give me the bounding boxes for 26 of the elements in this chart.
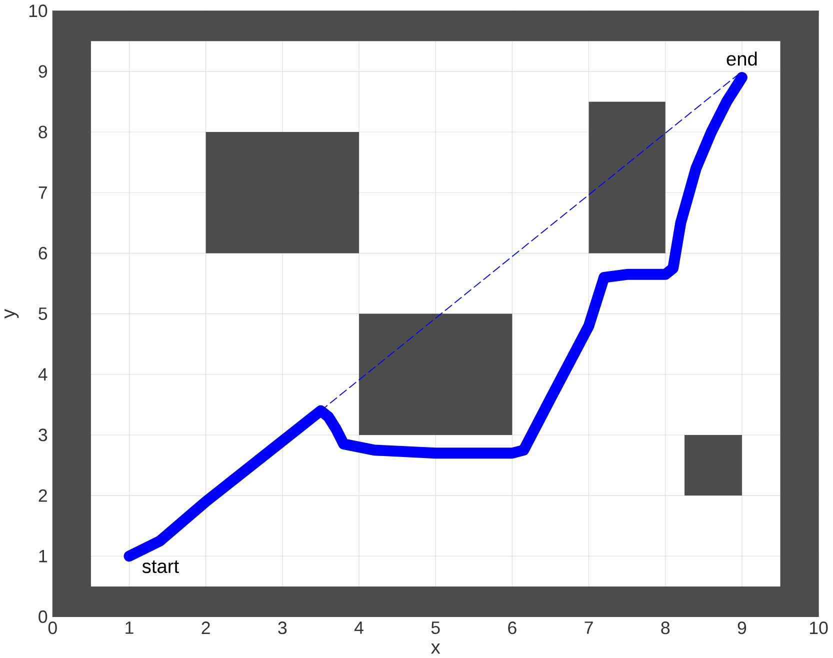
y-tick-label: 1 — [39, 550, 47, 562]
y-tick-label: 5 — [38, 307, 48, 320]
x-tick-label: 10 — [810, 621, 828, 634]
x-tick-label: 2 — [202, 621, 210, 634]
x-tick-label: 4 — [354, 621, 364, 634]
y-tick-label: 9 — [38, 65, 47, 78]
x-tick-label: 0 — [48, 621, 57, 634]
y-axis-title: y — [4, 308, 19, 318]
x-tick-label: 5 — [431, 621, 440, 634]
y-tick-label: 3 — [38, 428, 48, 442]
y-tick-label: 4 — [38, 368, 48, 380]
x-tick-label: 1 — [126, 621, 134, 634]
x-tick-label: 7 — [584, 621, 593, 634]
y-tick-label: 8 — [38, 126, 48, 138]
annotation: start — [142, 560, 179, 573]
x-axis-title: x — [431, 643, 440, 654]
y-tick-label: 6 — [38, 246, 48, 260]
x-tick-label: 6 — [508, 621, 516, 634]
y-tick-label: 7 — [38, 186, 47, 199]
x-tick-label: 8 — [661, 621, 670, 634]
x-tick-label: 9 — [738, 621, 746, 634]
y-tick-label: 2 — [38, 489, 47, 502]
annotation: end — [726, 52, 757, 66]
y-tick-label: 10 — [29, 4, 48, 18]
y-tick-label: 0 — [38, 610, 48, 623]
x-tick-label: 3 — [278, 621, 287, 634]
